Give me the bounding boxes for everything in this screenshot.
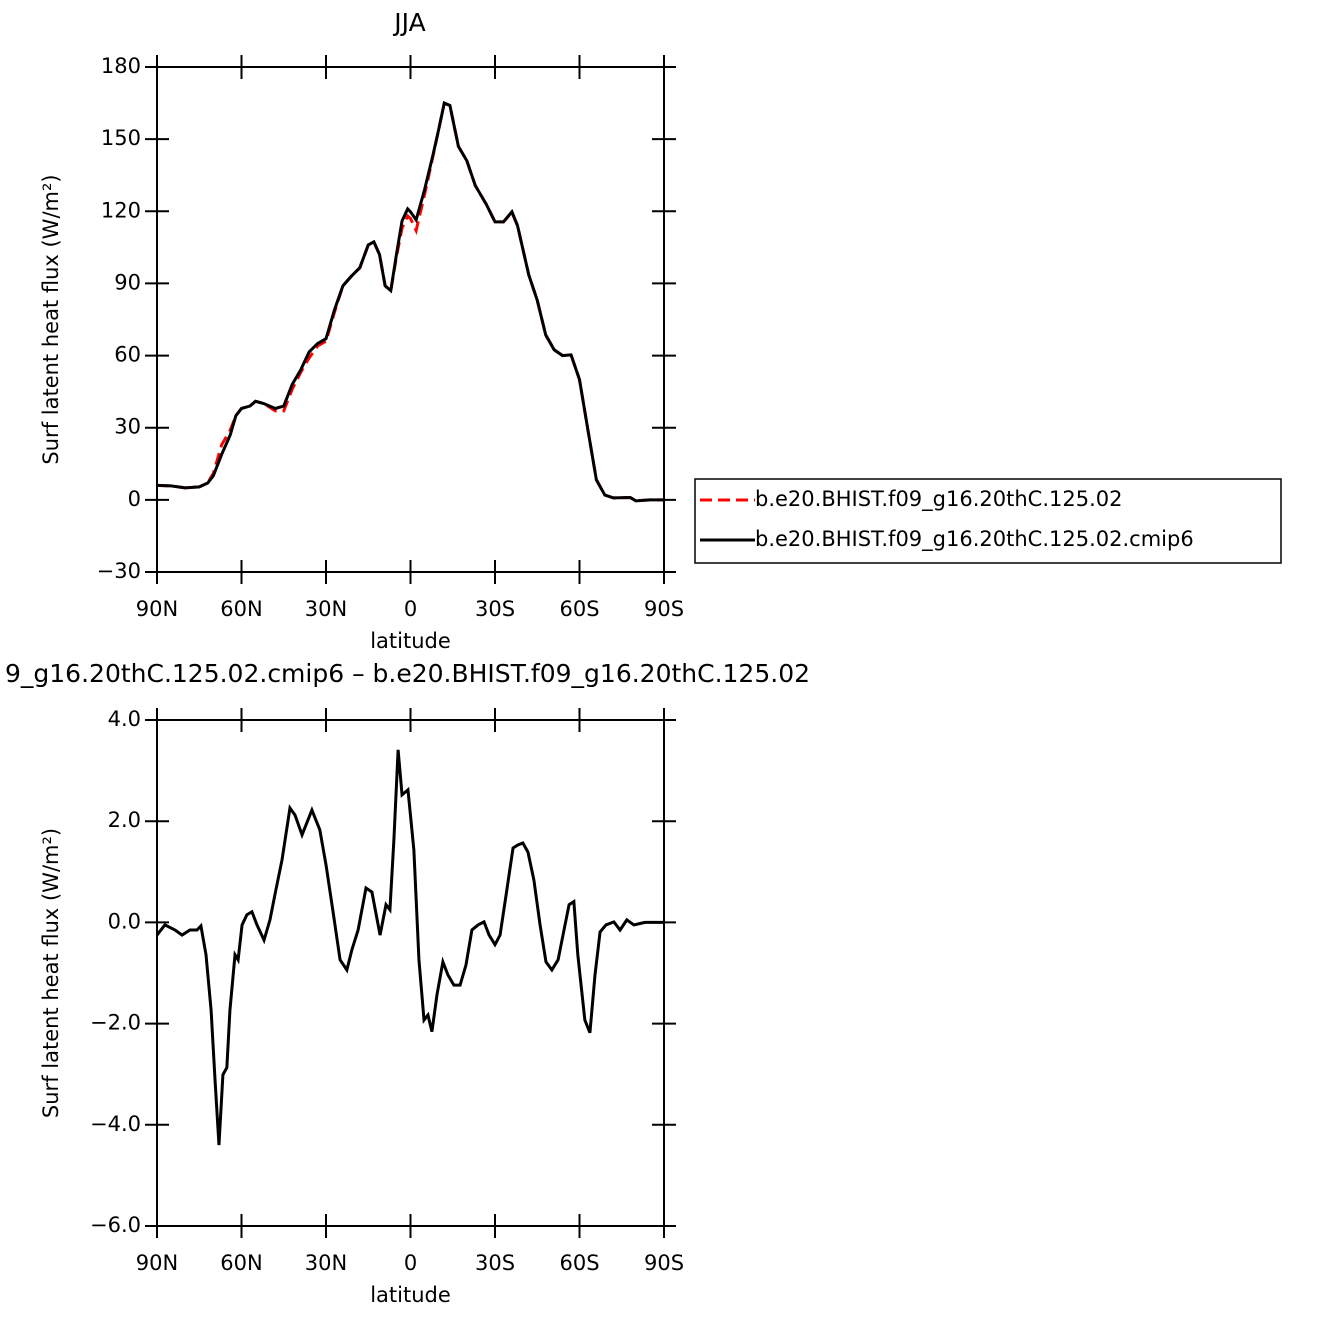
y-tick-label: 60 bbox=[114, 343, 141, 367]
y-axis-label: Surf latent heat flux (W/m²) bbox=[39, 828, 63, 1118]
legend-box bbox=[694, 478, 1282, 564]
y-tick-label: 120 bbox=[101, 198, 141, 222]
legend-label: b.e20.BHIST.f09_g16.20thC.125.02 bbox=[755, 487, 1122, 512]
y-axis-label: Surf latent heat flux (W/m²) bbox=[39, 174, 63, 464]
x-axis-label: latitude bbox=[370, 629, 451, 653]
y-tick-label: −6.0 bbox=[90, 1213, 141, 1237]
x-tick-label: 90S bbox=[644, 597, 684, 621]
y-tick-label: −30 bbox=[97, 559, 141, 583]
data-line bbox=[156, 100, 664, 503]
x-tick-label: 30S bbox=[475, 597, 515, 621]
x-tick-label: 60S bbox=[559, 597, 599, 621]
y-tick-label: 2.0 bbox=[108, 808, 141, 832]
y-tick-label: 30 bbox=[114, 415, 141, 439]
y-tick-label: 0.0 bbox=[108, 909, 141, 933]
x-tick-label: 30N bbox=[305, 597, 347, 621]
x-tick-label: 60N bbox=[220, 597, 262, 621]
y-tick-label: 180 bbox=[101, 54, 141, 78]
y-tick-label: 150 bbox=[101, 126, 141, 150]
chart-title: 9_g16.20thC.125.02.cmip6 – b.e20.BHIST.f… bbox=[5, 659, 810, 688]
y-tick-label: 4.0 bbox=[108, 707, 141, 731]
y-tick-label: −2.0 bbox=[90, 1011, 141, 1035]
x-tick-label: 60N bbox=[220, 1251, 262, 1275]
data-line bbox=[156, 100, 664, 503]
x-tick-label: 90N bbox=[136, 1251, 178, 1275]
x-tick-label: 90S bbox=[644, 1251, 684, 1275]
x-tick-label: 0 bbox=[404, 1251, 417, 1275]
x-tick-label: 60S bbox=[559, 1251, 599, 1275]
plot-frame bbox=[156, 66, 665, 573]
chart-title: JJA bbox=[392, 8, 425, 37]
y-tick-label: 0 bbox=[128, 487, 141, 511]
y-tick-label: −4.0 bbox=[90, 1112, 141, 1136]
x-tick-label: 90N bbox=[136, 597, 178, 621]
x-tick-label: 0 bbox=[404, 597, 417, 621]
x-tick-label: 30S bbox=[475, 1251, 515, 1275]
x-axis-label: latitude bbox=[370, 1283, 451, 1307]
data-line bbox=[155, 749, 664, 1146]
x-tick-label: 30N bbox=[305, 1251, 347, 1275]
y-tick-label: 90 bbox=[114, 270, 141, 294]
legend-label: b.e20.BHIST.f09_g16.20thC.125.02.cmip6 bbox=[755, 527, 1194, 552]
